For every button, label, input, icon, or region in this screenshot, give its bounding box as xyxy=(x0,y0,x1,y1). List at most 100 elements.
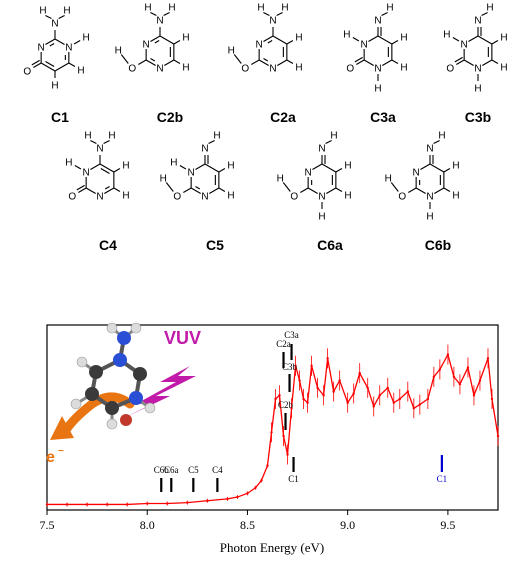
atom-h: H xyxy=(182,63,189,74)
molecule-atom-h xyxy=(130,322,142,334)
atom-o: O xyxy=(23,67,31,78)
data-point xyxy=(260,479,263,482)
data-point xyxy=(186,501,189,504)
atom-h: H xyxy=(343,30,350,41)
data-point xyxy=(338,379,341,382)
atom-h: H xyxy=(385,174,392,185)
atom-h: H xyxy=(170,158,177,169)
data-point xyxy=(446,353,450,356)
onset-marker-label: C4 xyxy=(212,465,223,475)
molecule-atom-n xyxy=(129,391,143,405)
atom-n: N xyxy=(374,16,381,27)
atom-h: H xyxy=(386,3,393,14)
atom-h: H xyxy=(374,84,381,95)
x-axis: 7.5 8.0 8.5 9.0 9.5 xyxy=(40,510,455,532)
atom-n: N xyxy=(269,16,276,27)
data-point xyxy=(286,453,289,456)
onset-marker-label: C2b xyxy=(278,400,294,410)
data-point xyxy=(166,502,169,505)
tautomer-label: C2a xyxy=(270,109,296,125)
atom-o: O xyxy=(241,64,249,75)
atom-h: H xyxy=(257,3,264,14)
atom-o: O xyxy=(398,192,406,203)
atom-h: H xyxy=(295,33,302,44)
onset-marker-c6b: C6b xyxy=(154,465,170,492)
atom-n: N xyxy=(143,40,150,51)
data-point xyxy=(392,401,395,404)
molecule-inset-illustration: VUV e − xyxy=(46,322,201,466)
x-axis-title: Photon Energy (eV) xyxy=(220,540,324,555)
data-point xyxy=(254,486,257,489)
data-point xyxy=(386,386,389,390)
atom-h: H xyxy=(344,161,351,172)
molecule-atom-c xyxy=(89,365,103,379)
atom-h: H xyxy=(281,3,288,14)
atom-n: N xyxy=(374,64,381,75)
electron-label: e xyxy=(46,449,55,466)
data-point xyxy=(458,383,462,386)
onset-marker-c1: C1 xyxy=(288,457,299,484)
data-point xyxy=(306,401,309,404)
atom-n: N xyxy=(65,43,72,54)
tautomer-label: C3b xyxy=(465,109,491,125)
atom-n: N xyxy=(318,144,325,155)
atom-h: H xyxy=(227,191,234,202)
atom-h: H xyxy=(330,131,337,142)
electron-sup-label: − xyxy=(58,446,64,457)
data-point xyxy=(472,394,476,397)
atom-o: O xyxy=(128,64,136,75)
data-point xyxy=(302,397,305,401)
onset-marker-c3a: C3a xyxy=(284,330,299,360)
atom-n: N xyxy=(201,192,208,203)
atom-h: H xyxy=(65,158,72,169)
atom-h: H xyxy=(122,161,129,172)
data-point xyxy=(496,434,500,438)
x-tick-label: 9.0 xyxy=(340,518,355,532)
data-point xyxy=(270,431,273,434)
atom-h: H xyxy=(452,191,459,202)
data-point xyxy=(346,401,349,404)
molecule-atom-h xyxy=(144,402,156,414)
data-point xyxy=(326,357,329,360)
atom-n: N xyxy=(269,64,276,75)
onset-marker-label: C2a xyxy=(276,339,291,349)
data-point xyxy=(65,503,69,506)
atom-n: N xyxy=(461,40,468,51)
onset-marker-c1: C1 xyxy=(437,455,447,484)
atom-o: O xyxy=(173,192,181,203)
atom-h: H xyxy=(77,66,84,77)
data-point xyxy=(490,397,494,401)
atom-o: O xyxy=(446,64,454,75)
data-point xyxy=(278,394,281,397)
atom-h: H xyxy=(83,33,90,44)
atom-h: H xyxy=(115,46,122,57)
atom-h: H xyxy=(443,30,450,41)
data-point xyxy=(378,394,381,397)
atom-h: H xyxy=(318,212,325,223)
atom-h: H xyxy=(426,212,433,223)
onset-marker-c6a: C6a xyxy=(164,465,179,492)
atom-n: N xyxy=(96,192,103,203)
atom-h: H xyxy=(452,161,459,172)
molecule-atom-h xyxy=(106,418,118,430)
atom-h: H xyxy=(63,6,70,17)
atom-o: O xyxy=(290,192,298,203)
onset-marker-c5: C5 xyxy=(188,465,199,492)
onset-marker-label: C6b xyxy=(154,465,170,475)
data-point xyxy=(358,371,361,375)
tautomer-label: C5 xyxy=(206,237,224,253)
electron-arc xyxy=(61,392,135,435)
x-tick-label: 9.5 xyxy=(440,518,455,532)
atom-n: N xyxy=(413,168,420,179)
atom-h: H xyxy=(108,131,115,142)
atom-h: H xyxy=(500,63,507,74)
data-point xyxy=(125,503,129,506)
